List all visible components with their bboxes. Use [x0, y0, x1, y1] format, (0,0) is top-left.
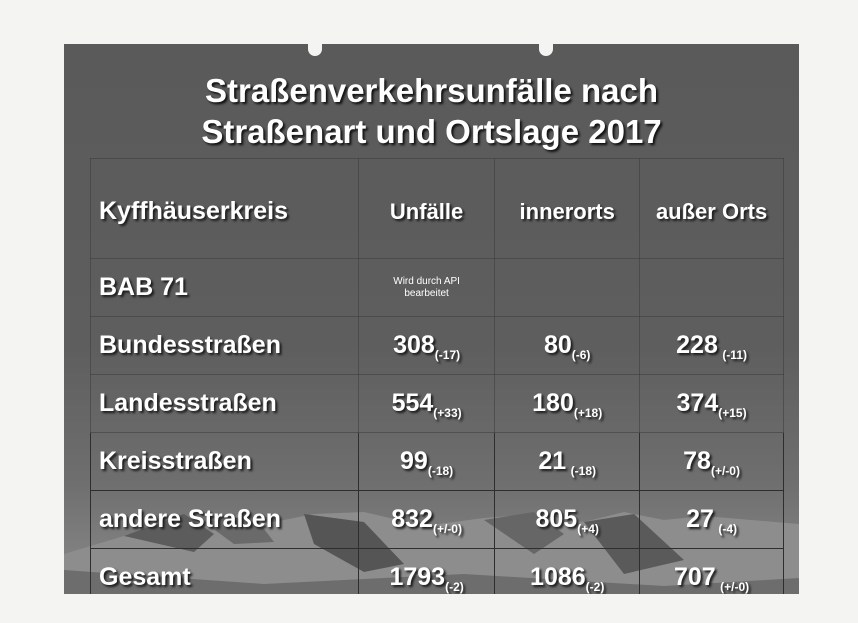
table-row: BAB 71 Wird durch API bearbeitet [90, 258, 784, 317]
unfaelle-cell: 832(+/-0) [357, 490, 496, 549]
row-label: BAB 71 [90, 258, 359, 317]
value: 180 [532, 389, 574, 417]
table-row: Landesstraßen 554(+33) 180(+18) 374(+15) [90, 374, 784, 433]
innerorts-cell: 21 (-18) [494, 432, 641, 491]
value: 1086 [530, 563, 586, 591]
value: 27 [686, 505, 714, 533]
ausserorts-cell: 78(+/-0) [639, 432, 784, 491]
title-line-2: Straßenart und Ortslage 2017 [201, 113, 662, 150]
delta: (-2) [585, 580, 605, 594]
api-note-line-1: Wird durch API [393, 275, 460, 287]
header-ausserorts: außer Orts [639, 158, 784, 259]
page-title: Straßenverkehrsunfälle nach Straßenart u… [64, 70, 799, 152]
binding-hole-right [539, 44, 553, 56]
delta: (+15) [718, 406, 747, 420]
table-header-row: Kyffhäuserkreis Unfälle innerorts außer … [90, 158, 784, 259]
header-region: Kyffhäuserkreis [90, 158, 359, 259]
delta: (+4) [577, 522, 599, 536]
value: 308 [393, 331, 435, 359]
ausserorts-cell: 228 (-11) [639, 316, 784, 375]
value: 707 [673, 563, 716, 591]
unfaelle-cell: 554(+33) [357, 374, 496, 433]
value: 1793 [389, 563, 446, 591]
value: 80 [543, 331, 572, 359]
empty-cell [494, 258, 641, 317]
api-note-cell: Wird durch API bearbeitet [357, 258, 496, 317]
table-row: Bundesstraßen 308(-17) 80(-6) 228 (-11) [90, 316, 784, 375]
binding-hole-left [308, 44, 322, 56]
unfaelle-cell: 1793(-2) [357, 548, 496, 594]
delta: (-18) [427, 464, 454, 478]
row-label: Kreisstraßen [90, 432, 359, 491]
table-row-total: Gesamt 1793(-2) 1086(-2) 707 (+/-0) [90, 548, 784, 594]
value: 99 [400, 447, 428, 475]
table-row: andere Straßen 832(+/-0) 805(+4) 27 (-4) [90, 490, 784, 549]
row-label: Landesstraßen [90, 374, 359, 433]
header-innerorts: innerorts [494, 158, 641, 259]
value: 554 [391, 389, 434, 417]
delta: (+18) [573, 406, 603, 420]
delta: (+33) [433, 406, 462, 420]
delta: (-18) [570, 464, 596, 478]
value: 21 [538, 447, 567, 475]
delta: (+/-0) [710, 464, 740, 478]
innerorts-cell: 80(-6) [494, 316, 641, 375]
innerorts-cell: 805(+4) [494, 490, 641, 549]
value: 78 [683, 447, 711, 475]
row-label: andere Straßen [90, 490, 359, 549]
accident-table: Kyffhäuserkreis Unfälle innerorts außer … [90, 158, 784, 594]
ausserorts-cell: 707 (+/-0) [639, 548, 784, 594]
title-line-1: Straßenverkehrsunfälle nach [204, 72, 658, 109]
innerorts-cell: 180(+18) [494, 374, 641, 433]
table-row: Kreisstraßen 99(-18) 21 (-18) 78(+/-0) [90, 432, 784, 491]
unfaelle-cell: 308(-17) [357, 316, 496, 375]
delta: (-17) [434, 348, 461, 362]
delta: (-11) [722, 348, 747, 362]
row-label: Bundesstraßen [90, 316, 359, 375]
delta: (+/-0) [432, 522, 462, 536]
value: 228 [676, 331, 718, 359]
ausserorts-cell: 27 (-4) [639, 490, 784, 549]
delta: (-4) [718, 522, 738, 536]
value: 832 [391, 505, 433, 533]
innerorts-cell: 1086(-2) [494, 548, 641, 594]
unfaelle-cell: 99(-18) [357, 432, 496, 491]
header-unfaelle: Unfälle [357, 158, 496, 259]
api-note-line-2: bearbeitet [404, 287, 449, 299]
delta: (+/-0) [720, 580, 750, 594]
row-label: Gesamt [90, 548, 359, 594]
ausserorts-cell: 374(+15) [639, 374, 784, 433]
delta: (-2) [445, 580, 464, 594]
value: 374 [676, 389, 719, 417]
delta: (-6) [571, 348, 591, 362]
empty-cell [639, 258, 784, 317]
value: 805 [535, 505, 578, 533]
calendar-sheet: Straßenverkehrsunfälle nach Straßenart u… [64, 44, 799, 594]
